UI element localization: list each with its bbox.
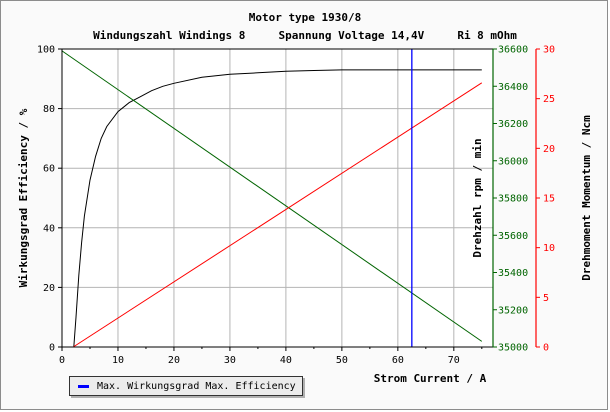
rpm-tick-label: 36400 xyxy=(498,82,528,93)
x-tick-label: 70 xyxy=(448,355,460,366)
efficiency-tick-label: 100 xyxy=(37,45,55,56)
torque-axis-label: Drehmoment Momentum / Ncm xyxy=(580,115,593,281)
x-tick-label: 0 xyxy=(59,355,65,366)
legend-swatch xyxy=(78,384,89,388)
efficiency-tick-label: 40 xyxy=(43,223,55,234)
efficiency-tick-label: 80 xyxy=(43,104,55,115)
efficiency-tick-label: 60 xyxy=(43,164,55,175)
rpm-tick-label: 35400 xyxy=(498,268,528,279)
efficiency-curve xyxy=(73,69,482,348)
x-axis-label: Strom Current / A xyxy=(374,372,487,385)
x-tick-label: 20 xyxy=(168,355,180,366)
efficiency-tick-label: 20 xyxy=(43,283,55,294)
plot-area xyxy=(62,49,493,347)
chart-title: Motor type 1930/8 xyxy=(249,11,362,24)
rpm-tick-label: 35800 xyxy=(498,194,528,205)
torque-tick-label: 5 xyxy=(543,293,549,304)
rpm-tick-label: 36200 xyxy=(498,119,528,130)
x-tick-label: 40 xyxy=(280,355,292,366)
torque-tick-label: 30 xyxy=(543,45,555,56)
grid xyxy=(62,49,493,347)
torque-tick-label: 15 xyxy=(543,194,555,205)
rpm-tick-label: 36600 xyxy=(498,45,528,56)
x-tick-label: 10 xyxy=(112,355,124,366)
x-tick-label: 60 xyxy=(392,355,404,366)
torque-tick-label: 10 xyxy=(543,243,555,254)
x-tick-label: 30 xyxy=(224,355,236,366)
axes: 0 10 20 30 40 50 60 700204060801003500035200354… xyxy=(37,45,555,367)
rpm-tick-label: 35200 xyxy=(498,305,528,316)
torque-line xyxy=(72,82,483,348)
rpm-tick-label: 35000 xyxy=(498,343,528,354)
efficiency-axis-label: Wirkungsgrad Efficiency / % xyxy=(17,108,30,287)
torque-tick-label: 20 xyxy=(543,144,555,155)
rpm-tick-label: 35600 xyxy=(498,231,528,242)
torque-tick-label: 25 xyxy=(543,94,555,105)
torque-tick-label: 0 xyxy=(543,343,549,354)
rpm-tick-label: 36000 xyxy=(498,156,528,167)
legend-entry-label: Max. Wirkungsgrad Max. Efficiency xyxy=(97,380,296,392)
legend: Max. Wirkungsgrad Max. Efficiency xyxy=(69,376,303,396)
efficiency-tick-label: 0 xyxy=(49,343,55,354)
rpm-axis-label: Drehzahl rpm / min xyxy=(471,138,484,257)
x-tick-label: 50 xyxy=(336,355,348,366)
chart-subtitle: Windungszahl Windings 8 Spannung Voltage… xyxy=(93,29,517,42)
